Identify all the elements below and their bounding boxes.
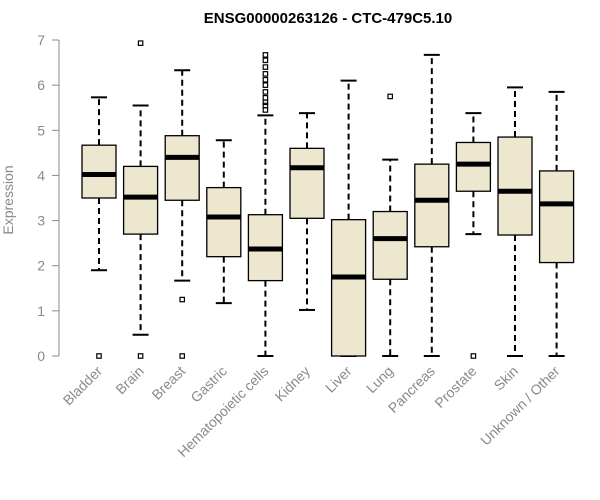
box-iqr [497, 136, 533, 236]
box-kidney [289, 112, 325, 311]
outlier-point [262, 102, 269, 109]
y-tick-label: 7 [37, 32, 45, 48]
x-tick-label: Brain [112, 363, 146, 397]
outlier-point [262, 94, 269, 101]
x-tick-label: Liver [322, 363, 355, 396]
y-tick-label: 6 [37, 77, 45, 93]
outlier-point [262, 107, 269, 113]
y-tick-label: 1 [37, 303, 45, 319]
box-unknown-other [538, 90, 575, 357]
outlier-point [179, 353, 186, 359]
box-hematopoietic-cells [247, 52, 284, 357]
outlier-point [137, 353, 144, 359]
box-iqr [122, 165, 159, 235]
box-iqr [330, 219, 367, 357]
x-tick-label: Kidney [272, 363, 314, 405]
box-skin [497, 86, 533, 357]
box-iqr [414, 163, 450, 248]
outlier-point [262, 64, 269, 70]
y-tick-label: 2 [37, 258, 45, 274]
box-iqr [81, 144, 117, 199]
outlier-point [262, 82, 269, 88]
box-iqr [206, 186, 242, 258]
outlier-point [387, 93, 394, 100]
box-bladder [81, 96, 117, 359]
outlier-point [262, 52, 269, 58]
chart-title: ENSG00000263126 - CTC-479C5.10 [204, 10, 452, 27]
boxes-layer [81, 40, 575, 359]
box-prostate [455, 112, 492, 359]
y-tick-label: 4 [37, 167, 45, 183]
box-iqr [455, 141, 492, 192]
y-tick-label: 5 [37, 122, 45, 138]
box-breast [164, 69, 200, 359]
outlier-point [262, 71, 269, 77]
box-pancreas [414, 53, 450, 357]
outlier-point [137, 40, 144, 46]
box-brain [122, 40, 159, 359]
box-iqr [289, 147, 325, 219]
outlier-point [262, 89, 269, 95]
y-tick-label: 0 [37, 348, 45, 364]
box-iqr [372, 210, 408, 280]
box-iqr [538, 170, 575, 264]
x-tick-label: Prostate [431, 363, 479, 411]
x-tick-label: Breast [148, 363, 188, 403]
box-iqr [164, 135, 200, 201]
outlier-point [262, 57, 269, 64]
outlier-point [179, 296, 186, 303]
box-lung [372, 93, 408, 357]
x-tick-label: Skin [491, 363, 522, 394]
y-tick-label: 3 [37, 213, 45, 229]
y-axis: 0 1 2 3 4 5 6 7 [37, 32, 60, 364]
outlier-point [96, 353, 102, 359]
x-tick-label: Bladder [60, 363, 106, 409]
box-liver [330, 79, 367, 357]
box-gastric [206, 139, 242, 305]
outlier-point [262, 76, 269, 83]
x-tick-label: Lung [363, 363, 396, 396]
outlier-point [470, 353, 477, 359]
y-axis-label: Expression [0, 165, 16, 234]
x-tick-label: Unknown / Other [477, 363, 563, 449]
